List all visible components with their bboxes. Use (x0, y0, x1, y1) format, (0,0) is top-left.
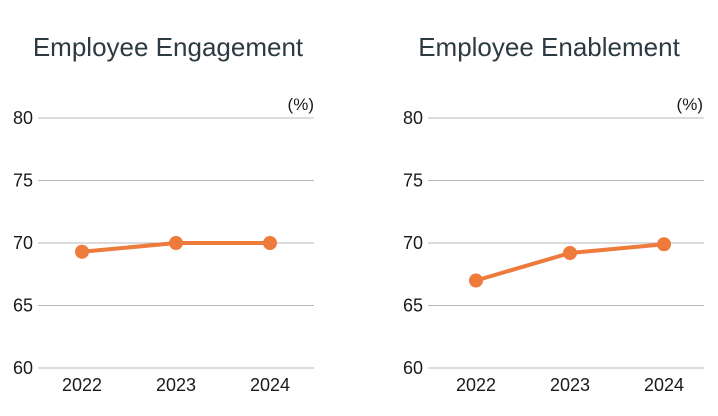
x-tick-label: 2023 (156, 375, 196, 395)
y-tick-label: 60 (13, 358, 33, 378)
unit-label: (%) (677, 95, 703, 114)
data-point-2024 (657, 237, 671, 252)
x-tick-label: 2022 (62, 375, 102, 395)
y-tick-label: 80 (13, 108, 33, 128)
y-tick-label: 70 (403, 233, 423, 253)
chart-1: Employee Engagement (%) 60 65 70 75 80 2022 2023… (13, 32, 314, 395)
x-tick-label: 2024 (644, 375, 684, 395)
chart-title: Employee Enablement (418, 32, 680, 62)
data-point-2023 (563, 246, 577, 260)
x-tick-label: 2023 (550, 375, 590, 395)
data-point-2022 (469, 273, 483, 288)
data-point-2022 (75, 244, 89, 259)
chart-2: Employee Enablement (%) 60 65 70 75 80 2022 2023… (403, 32, 704, 395)
data-point-2023 (169, 236, 183, 250)
y-tick-label: 80 (403, 108, 423, 128)
x-tick-label: 2024 (250, 375, 290, 395)
y-tick-label: 65 (13, 296, 33, 316)
unit-label: (%) (288, 95, 314, 114)
data-point-2024 (263, 236, 277, 250)
y-tick-label: 75 (403, 171, 423, 191)
chart-title: Employee Engagement (33, 32, 304, 62)
y-tick-label: 70 (13, 233, 33, 253)
x-tick-label: 2022 (456, 375, 496, 395)
y-tick-label: 75 (13, 171, 33, 191)
y-tick-label: 65 (403, 296, 423, 316)
y-tick-label: 60 (403, 358, 423, 378)
